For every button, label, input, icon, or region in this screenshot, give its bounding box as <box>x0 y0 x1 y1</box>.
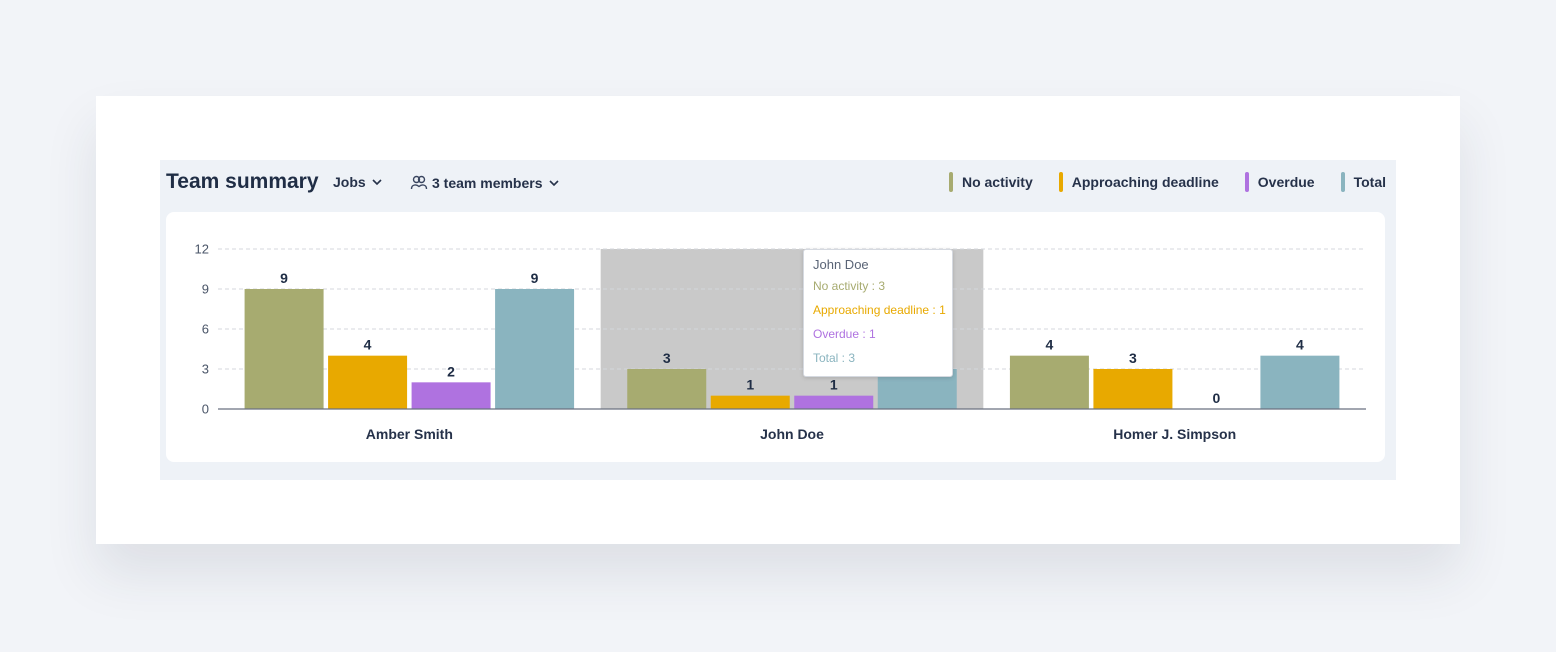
legend-swatch <box>1244 172 1249 192</box>
chart-legend: No activity Approaching deadline Overdue… <box>948 172 1386 192</box>
data-label: 1 <box>830 377 838 393</box>
legend-item-approaching-deadline[interactable]: Approaching deadline <box>1058 172 1219 192</box>
bar <box>244 289 324 409</box>
legend-label: Overdue <box>1257 174 1315 190</box>
tooltip-row: Total : 3 <box>813 351 856 365</box>
legend-label: Total <box>1353 174 1386 190</box>
bar <box>1009 355 1089 409</box>
data-label: 4 <box>364 337 372 353</box>
y-tick-label: 0 <box>202 402 209 417</box>
data-label: 1 <box>746 377 754 393</box>
y-tick-label: 9 <box>202 282 209 297</box>
y-tick-label: 6 <box>202 322 209 337</box>
bar <box>1260 355 1340 409</box>
legend-swatch <box>1340 172 1345 192</box>
people-icon <box>410 175 428 190</box>
x-tick-label: Homer J. Simpson <box>1113 426 1236 442</box>
chart-tooltip: John Doe No activity : 3 Approaching dea… <box>803 249 953 377</box>
tooltip-title: John Doe <box>813 257 869 272</box>
bar <box>627 369 707 409</box>
team-members-dropdown-label: 3 team members <box>432 175 543 191</box>
data-label: 9 <box>280 270 288 286</box>
data-label: 9 <box>531 270 539 286</box>
legend-item-overdue[interactable]: Overdue <box>1244 172 1315 192</box>
bar <box>794 395 874 409</box>
data-label: 4 <box>1296 337 1304 353</box>
page-title: Team summary <box>166 170 319 193</box>
y-tick-label: 12 <box>195 242 209 257</box>
legend-swatch <box>1058 172 1063 192</box>
panel-header: Team summary Jobs 3 team members <box>160 160 1396 206</box>
legend-label: Approaching deadline <box>1071 174 1219 190</box>
x-tick-label: John Doe <box>760 426 824 442</box>
team-members-dropdown[interactable]: 3 team members <box>410 174 559 192</box>
report-card: Team summary Jobs 3 team members <box>96 96 1460 544</box>
bar <box>411 382 491 409</box>
data-label: 2 <box>447 363 455 379</box>
bar <box>495 289 575 409</box>
data-label: 0 <box>1213 390 1221 406</box>
chevron-down-icon <box>372 179 382 186</box>
bar-chart: 0 3 6 9 12 9 4 2 9 Amber Smith 3 1 1 John Doe 4 3 0 4 Home… <box>195 242 1366 442</box>
tooltip-row: Approaching deadline : 1 <box>813 303 946 317</box>
bar <box>1093 369 1173 409</box>
team-summary-panel: Team summary Jobs 3 team members <box>160 160 1396 480</box>
chart-area: 0 3 6 9 12 9 4 2 9 Amber Smith 3 1 1 John Doe 4 3 0 4 Home… <box>166 212 1385 462</box>
jobs-dropdown[interactable]: Jobs <box>333 174 382 190</box>
legend-item-no-activity[interactable]: No activity <box>948 172 1033 192</box>
bar <box>328 355 408 409</box>
data-label: 3 <box>663 350 671 366</box>
x-tick-label: Amber Smith <box>366 426 453 442</box>
jobs-dropdown-label: Jobs <box>333 174 366 190</box>
tooltip-row: Overdue : 1 <box>813 327 876 341</box>
data-label: 3 <box>1129 350 1137 366</box>
legend-label: No activity <box>961 174 1033 190</box>
legend-item-total[interactable]: Total <box>1340 172 1386 192</box>
legend-swatch <box>948 172 953 192</box>
y-tick-label: 3 <box>202 362 209 377</box>
bar <box>710 395 790 409</box>
tooltip-row: No activity : 3 <box>813 279 886 293</box>
data-label: 4 <box>1046 337 1054 353</box>
chevron-down-icon <box>548 180 559 187</box>
